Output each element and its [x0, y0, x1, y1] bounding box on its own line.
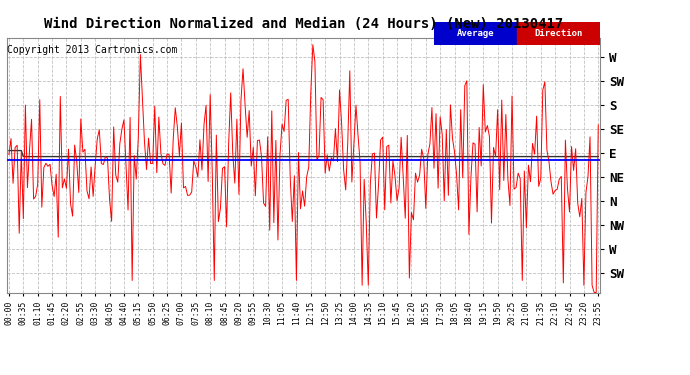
Text: Direction: Direction — [535, 29, 583, 38]
Bar — [434, 22, 518, 45]
Text: Average: Average — [457, 29, 495, 38]
Text: Wind Direction Normalized and Median (24 Hours) (New) 20130417: Wind Direction Normalized and Median (24… — [44, 17, 563, 31]
Text: Copyright 2013 Cartronics.com: Copyright 2013 Cartronics.com — [8, 45, 178, 55]
Bar — [518, 22, 600, 45]
